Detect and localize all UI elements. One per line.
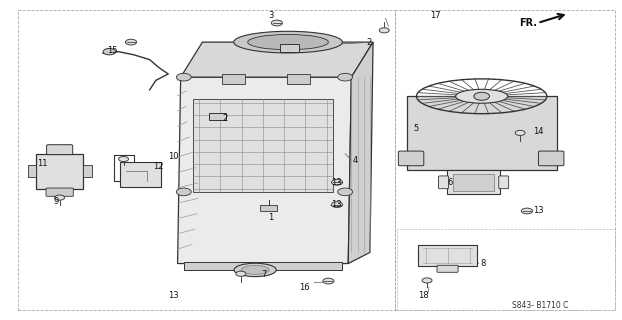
Text: 14: 14 — [533, 127, 544, 136]
Circle shape — [236, 271, 246, 276]
Text: 13: 13 — [332, 178, 342, 187]
Text: 2: 2 — [223, 114, 228, 123]
FancyBboxPatch shape — [208, 113, 226, 120]
Text: 13: 13 — [169, 291, 179, 300]
Ellipse shape — [234, 31, 342, 53]
Circle shape — [332, 202, 343, 207]
Text: 9: 9 — [54, 197, 59, 206]
Text: 13: 13 — [332, 200, 342, 209]
Text: 5: 5 — [414, 124, 419, 132]
FancyBboxPatch shape — [193, 100, 333, 192]
Circle shape — [379, 28, 389, 33]
FancyBboxPatch shape — [398, 151, 424, 166]
FancyBboxPatch shape — [437, 265, 458, 272]
Ellipse shape — [455, 89, 508, 103]
Circle shape — [119, 156, 129, 162]
FancyBboxPatch shape — [28, 165, 36, 177]
FancyBboxPatch shape — [260, 205, 277, 211]
Text: 2: 2 — [367, 38, 372, 47]
Circle shape — [103, 49, 116, 55]
Text: 13: 13 — [533, 206, 544, 215]
Circle shape — [521, 208, 532, 214]
Circle shape — [176, 73, 191, 81]
FancyBboxPatch shape — [418, 245, 477, 266]
Text: 7: 7 — [261, 270, 267, 279]
Text: 16: 16 — [299, 283, 310, 292]
Text: 11: 11 — [37, 159, 47, 168]
Circle shape — [338, 73, 353, 81]
Text: 18: 18 — [418, 291, 429, 300]
Text: 10: 10 — [169, 152, 179, 161]
Text: 1: 1 — [268, 213, 273, 222]
FancyBboxPatch shape — [539, 151, 564, 166]
FancyBboxPatch shape — [280, 44, 299, 52]
Text: FR.: FR. — [519, 18, 537, 28]
Circle shape — [332, 180, 343, 185]
FancyBboxPatch shape — [222, 74, 244, 84]
FancyBboxPatch shape — [183, 262, 342, 270]
Text: 6: 6 — [448, 178, 453, 187]
Text: 3: 3 — [268, 11, 273, 20]
FancyBboxPatch shape — [47, 145, 73, 155]
FancyBboxPatch shape — [447, 170, 500, 194]
Text: S843- B1710 C: S843- B1710 C — [513, 301, 569, 310]
Polygon shape — [177, 77, 351, 264]
FancyBboxPatch shape — [120, 162, 160, 187]
FancyBboxPatch shape — [453, 173, 494, 191]
FancyBboxPatch shape — [36, 154, 83, 189]
FancyBboxPatch shape — [499, 176, 509, 189]
FancyBboxPatch shape — [46, 188, 73, 196]
Ellipse shape — [241, 266, 269, 274]
Ellipse shape — [234, 263, 276, 276]
Circle shape — [176, 188, 191, 196]
Text: 15: 15 — [108, 45, 118, 55]
Text: 4: 4 — [353, 156, 358, 164]
Circle shape — [474, 92, 490, 100]
Circle shape — [271, 20, 282, 26]
FancyBboxPatch shape — [83, 165, 91, 177]
Text: 17: 17 — [430, 11, 441, 20]
Circle shape — [323, 278, 334, 284]
Circle shape — [422, 278, 432, 283]
Text: 8: 8 — [480, 259, 486, 268]
Circle shape — [55, 195, 65, 200]
Circle shape — [126, 39, 137, 45]
FancyBboxPatch shape — [439, 176, 448, 189]
FancyBboxPatch shape — [407, 96, 557, 170]
Text: 12: 12 — [153, 162, 163, 171]
Polygon shape — [180, 42, 373, 77]
Circle shape — [515, 130, 525, 135]
Ellipse shape — [248, 35, 328, 50]
Circle shape — [338, 188, 353, 196]
FancyBboxPatch shape — [287, 74, 310, 84]
Polygon shape — [348, 42, 373, 264]
